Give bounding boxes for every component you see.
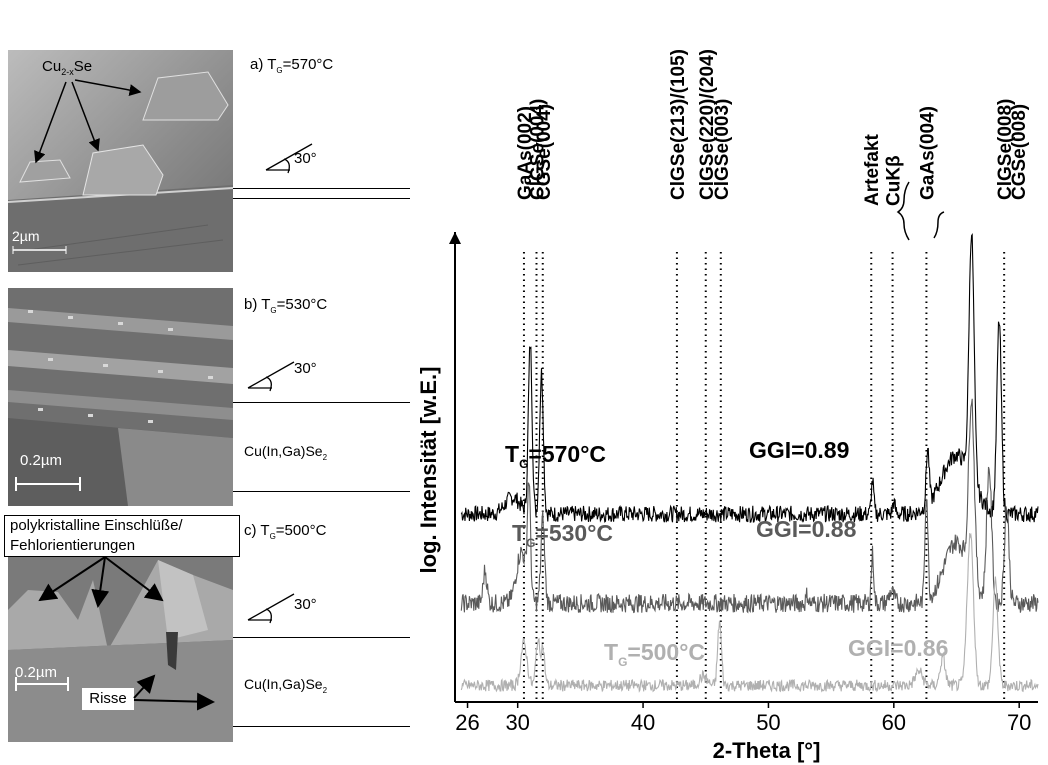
series-ggi-2: GGI=0.86 [848,635,948,661]
series-ggi-1: GGI=0.88 [756,516,857,542]
series-line-0 [460,232,1039,524]
sem-image-a-graphic [8,50,233,272]
substrate-line-a2 [233,198,410,199]
series-line-1 [460,398,1039,614]
layer-line-c2 [233,726,410,727]
x-tick-label-3: 50 [756,710,780,735]
tilt-angle-icon-a [265,143,313,174]
annotation-box-c: polykristalline Einschlüße/ Fehlorientie… [4,515,240,557]
annotation-arrows-c [38,556,215,711]
peak-label-1: ClGSe(004) [527,99,548,200]
panel-c-angle: 30° [294,596,317,613]
x-tick-label-4: 60 [882,710,906,735]
sem-image-b [8,288,233,506]
annotation-cu2xse: Cu2-xSe [42,58,93,77]
scalebar-c-label: 0.2µm [15,664,57,681]
series-label-1: TG=530°C [512,520,613,550]
panel-a-angle: 30° [294,150,317,167]
series-ggi-0: GGI=0.89 [749,437,849,463]
peak-label-6: Artefakt [862,134,883,206]
peak-label-9: ClGSe(008) [995,99,1016,200]
sem-image-a [8,50,233,272]
x-tick-label-5: 70 [1007,710,1031,735]
panel-c-layer: Cu(In,Ga)Se2 [244,676,328,695]
layer-line-b1 [233,402,410,403]
y-axis-arrow [449,232,461,244]
scalebar-a-label: 2µm [12,228,40,244]
layer-line-b2 [233,491,410,492]
risse-label: Risse [82,688,134,710]
peak-label-3: ClGSe(213)/(105) [668,49,689,200]
panel-b-angle: 30° [294,360,317,377]
y-axis-label: log. Intensität [w.E.] [416,367,441,574]
tilt-angle-icon-c [247,593,295,624]
peak-label-0: GaAs(002) [515,106,536,200]
series-line-2 [460,532,1039,693]
peak-label-10: CGSe(008) [1009,104,1030,200]
cukb-brace [933,211,945,239]
annotation-box-line1: polykristalline Einschlüße/ [10,517,183,534]
substrate-line-a1 [233,188,410,189]
x-tick-label-1: 30 [505,710,529,735]
series-label-0: TG=570°C [505,441,606,471]
series-label-2: TG=500°C [604,639,705,669]
x-axis-label: 2-Theta [°] [713,738,821,763]
panel-c-title: c) TG=500°C [244,522,327,541]
artefakt-brace [896,181,910,241]
peak-label-5: ClGSe(003) [712,99,733,200]
panel-b-layer: Cu(In,Ga)Se2 [244,443,328,462]
layer-line-c1 [233,637,410,638]
scalebar-b-label: 0.2µm [20,452,62,469]
panel-a-title: a) TG=570°C [250,56,334,75]
peak-label-7: CuKβ [884,155,905,206]
sem-image-b-graphic [8,288,233,506]
tilt-angle-icon-b [247,361,295,392]
x-tick-label-0: 26 [455,710,479,735]
annotation-box-line2: Fehlorientierungen [10,537,136,554]
peak-label-2: CGSe(004) [534,104,555,200]
peak-label-8: GaAs(004) [917,106,938,200]
annotation-arrows-a [34,79,142,164]
x-tick-label-2: 40 [631,710,655,735]
panel-b-title: b) TG=530°C [244,296,328,315]
peak-label-4: ClGSe(220)/(204) [697,49,718,200]
